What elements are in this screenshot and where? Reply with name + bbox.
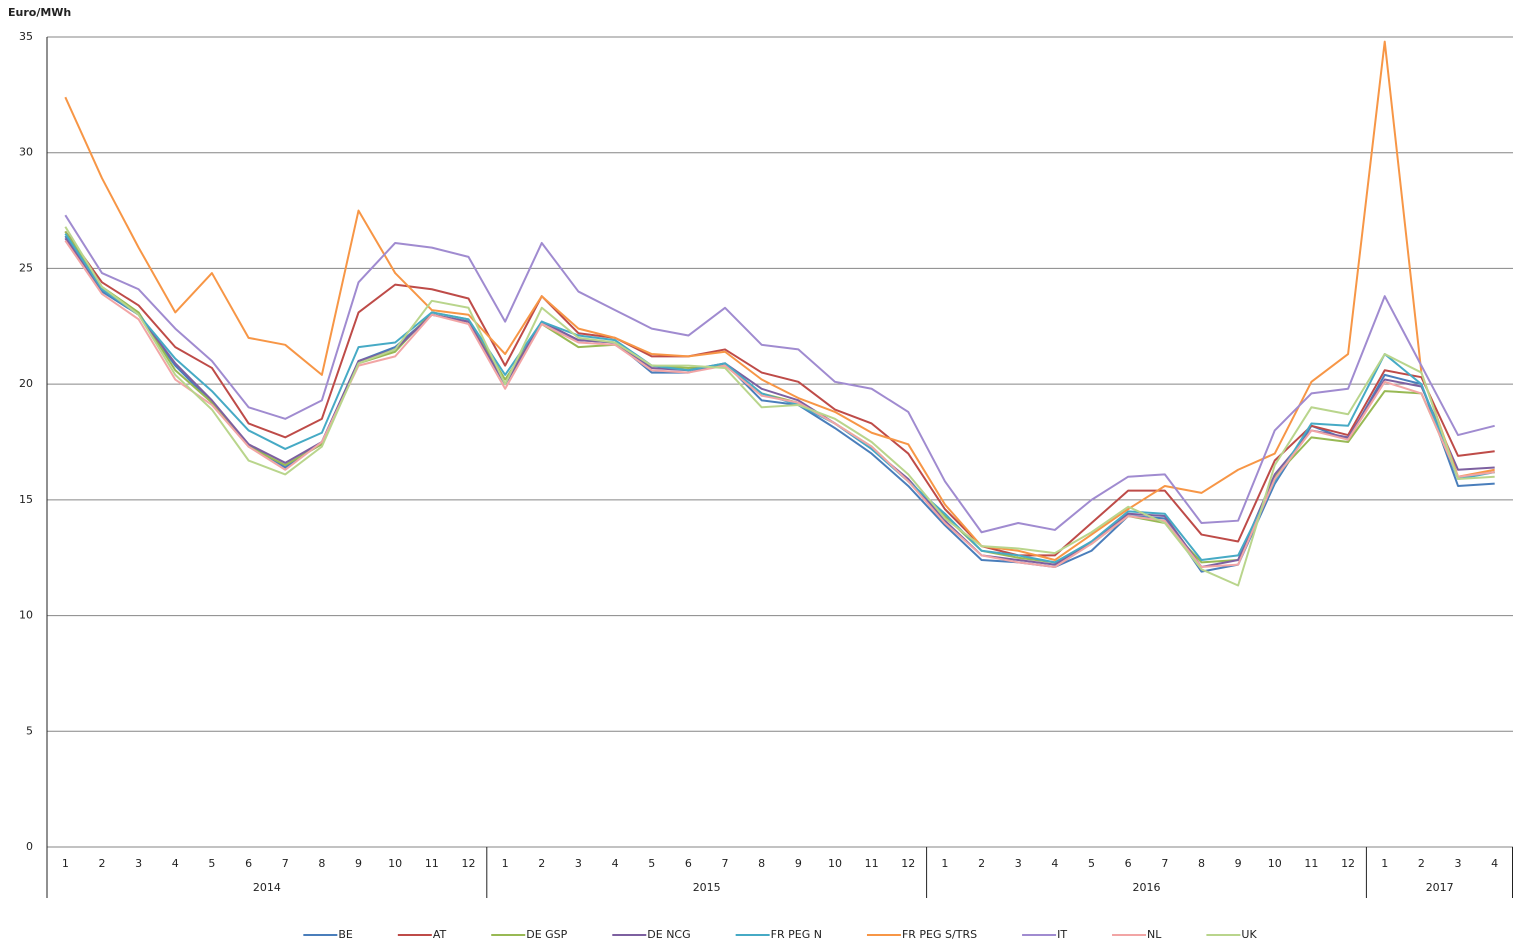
x-tick-label: 6 xyxy=(1125,857,1132,870)
x-group-label: 2017 xyxy=(1426,881,1454,894)
legend-label: DE NCG xyxy=(647,928,690,941)
x-tick-label: 9 xyxy=(1235,857,1242,870)
x-tick-label: 7 xyxy=(282,857,289,870)
legend-label: DE GSP xyxy=(526,928,567,941)
series-line xyxy=(64,214,1495,534)
x-group-label: 2014 xyxy=(253,881,281,894)
x-tick-label: 6 xyxy=(245,857,252,870)
legend-label: FR PEG S/TRS xyxy=(902,928,977,941)
legend-label: BE xyxy=(338,928,353,941)
series-line xyxy=(64,226,1495,587)
x-tick-label: 4 xyxy=(172,857,179,870)
x-tick-label: 8 xyxy=(758,857,765,870)
x-tick-label: 4 xyxy=(612,857,619,870)
x-tick-label: 11 xyxy=(865,857,879,870)
y-tick-label: 0 xyxy=(26,840,33,853)
x-tick-label: 2 xyxy=(1418,857,1425,870)
x-tick-label: 10 xyxy=(388,857,402,870)
series-line xyxy=(64,230,1495,557)
x-tick-label: 3 xyxy=(1015,857,1022,870)
x-tick-label: 1 xyxy=(1381,857,1388,870)
x-tick-label: 7 xyxy=(722,857,729,870)
x-tick-label: 8 xyxy=(318,857,325,870)
legend-item: DE GSP xyxy=(491,928,568,941)
y-tick-label: 20 xyxy=(19,377,33,390)
x-tick-label: 1 xyxy=(941,857,948,870)
series-line xyxy=(64,240,1495,568)
series-line xyxy=(64,40,1495,562)
y-tick-label: 25 xyxy=(19,261,33,274)
x-tick-label: 3 xyxy=(135,857,142,870)
x-tick-label: 3 xyxy=(575,857,582,870)
series-line xyxy=(64,230,1495,564)
x-tick-label: 3 xyxy=(1455,857,1462,870)
y-tick-label: 15 xyxy=(19,493,33,506)
y-tick-label: 35 xyxy=(19,30,33,43)
legend-item: NL xyxy=(1112,928,1162,941)
legend-label: FR PEG N xyxy=(771,928,822,941)
x-tick-label: 2 xyxy=(98,857,105,870)
legend-item: FR PEG N xyxy=(735,928,822,941)
legend: BE AT DE GSP DE NCG FR PEG N FR PEG S/TRS IT NL… xyxy=(303,928,1257,941)
legend-label: AT xyxy=(433,928,447,941)
legend-item: IT xyxy=(1022,928,1067,941)
x-tick-label: 4 xyxy=(1491,857,1498,870)
x-tick-label: 5 xyxy=(208,857,215,870)
x-group-label: 2016 xyxy=(1133,881,1161,894)
x-tick-label: 10 xyxy=(1268,857,1282,870)
y-axis-label: Euro/MWh xyxy=(8,6,71,19)
x-tick-label: 6 xyxy=(685,857,692,870)
x-tick-label: 12 xyxy=(1341,857,1355,870)
x-tick-label: 2 xyxy=(978,857,985,870)
x-tick-label: 12 xyxy=(461,857,475,870)
x-tick-label: 10 xyxy=(828,857,842,870)
legend-item: DE NCG xyxy=(612,928,691,941)
x-tick-label: 1 xyxy=(502,857,509,870)
x-tick-label: 1 xyxy=(62,857,69,870)
series-line xyxy=(64,235,1495,573)
y-tick-label: 5 xyxy=(26,724,33,737)
x-tick-label: 8 xyxy=(1198,857,1205,870)
legend-label: UK xyxy=(1241,928,1257,941)
x-tick-label: 4 xyxy=(1051,857,1058,870)
y-tick-label: 30 xyxy=(19,146,33,159)
y-tick-label: 10 xyxy=(19,609,33,622)
x-tick-label: 9 xyxy=(355,857,362,870)
x-tick-label: 11 xyxy=(425,857,439,870)
legend-item: BE xyxy=(303,928,353,941)
x-tick-label: 5 xyxy=(648,857,655,870)
x-tick-label: 5 xyxy=(1088,857,1095,870)
x-tick-label: 11 xyxy=(1304,857,1318,870)
legend-label: NL xyxy=(1147,928,1162,941)
x-tick-label: 9 xyxy=(795,857,802,870)
x-tick-label: 7 xyxy=(1161,857,1168,870)
legend-item: AT xyxy=(397,928,447,941)
x-group-label: 2015 xyxy=(693,881,721,894)
legend-item: UK xyxy=(1206,928,1257,941)
legend-label: IT xyxy=(1057,928,1067,941)
x-tick-label: 12 xyxy=(901,857,915,870)
x-tick-label: 2 xyxy=(538,857,545,870)
legend-item: FR PEG S/TRS xyxy=(866,928,977,941)
